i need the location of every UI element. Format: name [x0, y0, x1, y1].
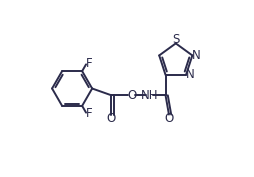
- Text: O: O: [165, 112, 174, 125]
- Text: S: S: [172, 33, 180, 46]
- Text: O: O: [127, 89, 136, 102]
- Text: NH: NH: [141, 89, 158, 102]
- Text: N: N: [192, 49, 201, 62]
- Text: O: O: [107, 112, 116, 125]
- Text: N: N: [185, 68, 194, 81]
- Text: F: F: [86, 57, 92, 70]
- Text: F: F: [86, 107, 92, 120]
